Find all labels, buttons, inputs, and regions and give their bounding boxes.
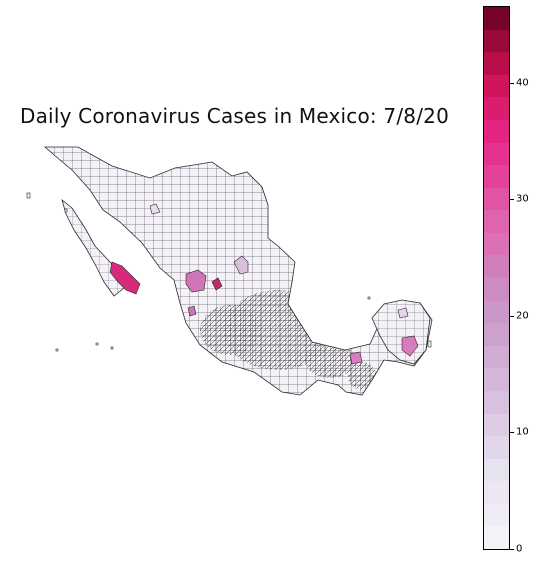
colorbar-band <box>484 413 509 437</box>
colorbar-band <box>484 210 509 233</box>
region-zacatecas <box>211 277 223 291</box>
colorbar-band <box>484 345 509 369</box>
colorbar-band <box>484 526 509 549</box>
colorbar-band <box>484 323 509 346</box>
region-durango-coahuila <box>233 255 249 275</box>
colorbar-band <box>484 278 509 301</box>
baja-california-peninsula <box>61 198 125 297</box>
region-sonora <box>149 203 161 215</box>
colorbar-band <box>484 52 509 75</box>
colorbar-band <box>484 74 509 98</box>
colorbar-tick <box>510 432 514 434</box>
colorbar-band <box>484 120 509 143</box>
colorbar-tick <box>510 199 514 201</box>
colorbar-band <box>484 29 509 53</box>
colorbar-tick <box>510 82 514 84</box>
map-title: Daily Coronavirus Cases in Mexico: 7/8/2… <box>20 104 450 128</box>
region-sinaloa-interior <box>185 269 207 293</box>
colorbar-band <box>484 187 509 211</box>
colorbar-band <box>484 232 509 256</box>
region-tabasco <box>349 351 363 365</box>
colorbar-tick <box>510 315 514 317</box>
highlighted-municipalities <box>109 203 419 365</box>
region-nayarit <box>187 305 197 317</box>
region-los-cabos <box>109 261 141 295</box>
colorbar-band <box>484 7 509 30</box>
colorbar-band <box>484 390 509 414</box>
region-yucatan-north <box>397 307 409 319</box>
colorbar-tick-label: 0 <box>516 543 523 555</box>
colorbar-tick <box>510 549 514 550</box>
colorbar-tick-label: 20 <box>516 310 529 322</box>
colorbar-band <box>484 458 509 482</box>
region-quintana-roo-south <box>401 335 419 357</box>
colorbar-band <box>484 97 509 121</box>
colorbar-band <box>484 142 509 166</box>
colorbar <box>483 6 510 550</box>
colorbar-band <box>484 165 509 188</box>
colorbar-tick-label: 30 <box>516 193 529 205</box>
colorbar-band <box>484 255 509 279</box>
mexico-choropleth-map <box>26 146 433 396</box>
colorbar-band <box>484 481 509 504</box>
colorbar-band <box>484 368 509 391</box>
colorbar-band <box>484 503 509 527</box>
colorbar-tick-label: 10 <box>516 426 529 438</box>
colorbar-band <box>484 300 509 324</box>
colorbar-tick-label: 40 <box>516 77 529 89</box>
islands <box>26 192 432 352</box>
colorbar-band <box>484 436 509 459</box>
